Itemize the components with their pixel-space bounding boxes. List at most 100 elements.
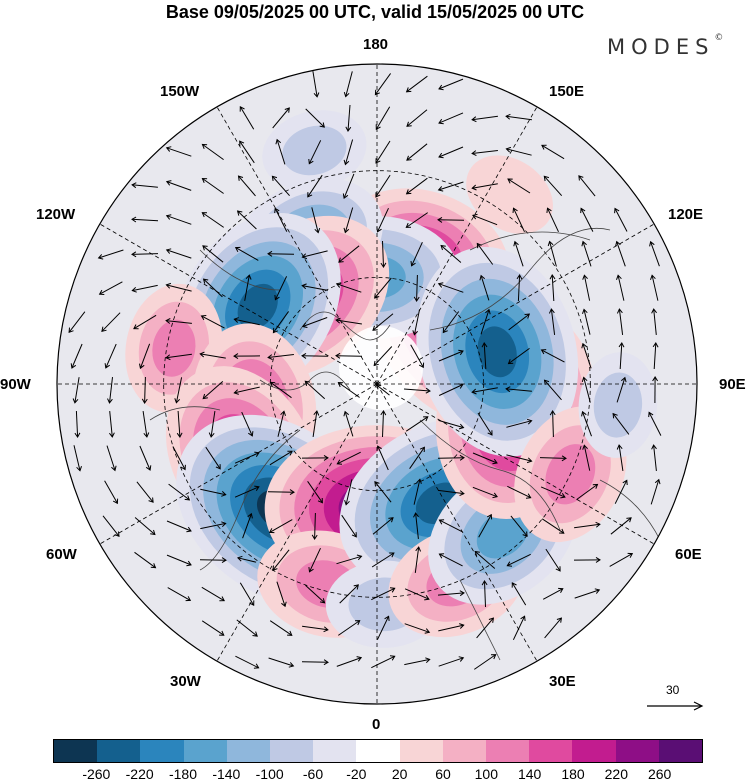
wind-arrow	[574, 589, 600, 599]
wind-arrow-head	[376, 227, 382, 233]
wind-arrow-head	[112, 498, 119, 505]
wind-arrow-head	[582, 274, 588, 280]
wind-arrow	[472, 452, 498, 464]
wind-arrow	[416, 274, 418, 302]
wind-arrow	[105, 343, 117, 369]
colorbar-tick-label: -60	[302, 766, 324, 782]
wind-arrow-head	[547, 240, 554, 247]
wind-arrow-head	[389, 587, 396, 593]
wind-arrow-head	[145, 465, 152, 471]
wind-arrow-head	[336, 459, 343, 465]
wind-arrow-head	[375, 158, 381, 164]
wind-arrow	[166, 353, 192, 359]
wind-arrow	[166, 215, 192, 225]
wind-arrow-head	[581, 342, 587, 349]
wind-arrow	[404, 658, 430, 666]
wind-arrow	[583, 445, 591, 471]
wind-arrow	[166, 520, 192, 532]
map-title: Base 09/05/2025 00 UTC, valid 15/05/2025…	[165, 2, 585, 22]
wind-arrow-head	[543, 175, 550, 182]
wind-arrow	[203, 278, 223, 298]
wind-arrow	[274, 208, 288, 232]
wind-arrow	[415, 513, 419, 539]
wind-arrow-head	[490, 654, 497, 660]
wind-arrow-head	[269, 381, 276, 387]
colorbar-labels: -260 -220 -180 -140 -100 -60 -20 20 60 100 140 180 2…	[53, 766, 703, 782]
wind-arrow	[472, 115, 498, 121]
wind-arrow	[166, 249, 192, 259]
wind-arrow-head	[202, 393, 208, 400]
wind-arrow	[336, 283, 362, 293]
wind-arrow	[648, 412, 662, 436]
wind-arrow	[201, 315, 225, 329]
wind-arrow	[202, 381, 224, 399]
wind-arrow	[74, 377, 80, 403]
wind-arrow	[272, 311, 290, 333]
wind-arrow-head	[233, 353, 239, 360]
wind-arrow-head	[415, 546, 422, 552]
wind-arrow	[336, 657, 362, 667]
wind-arrow	[438, 78, 464, 90]
wind-arrow	[438, 146, 464, 158]
wind-arrow	[314, 512, 316, 540]
lon-label-120w: 120W	[36, 206, 76, 223]
wind-arrow-head	[424, 595, 430, 601]
wind-arrow-head	[109, 432, 115, 438]
wind-arrow	[476, 243, 494, 265]
wind-arrow-head	[111, 465, 117, 472]
colorbar-swatch	[356, 740, 400, 762]
wind-arrow-head	[581, 410, 587, 417]
wind-arrow	[414, 547, 420, 573]
wind-arrow-head	[492, 458, 498, 465]
wind-arrow	[413, 309, 421, 335]
wind-arrow	[269, 450, 293, 466]
wind-arrow-head	[150, 563, 157, 569]
modes-logo-text: MODES	[607, 35, 715, 59]
wind-arrow-head	[485, 308, 491, 315]
wind-arrow-head	[351, 532, 357, 538]
polar-map	[56, 63, 698, 705]
wind-arrow	[438, 624, 464, 632]
wind-arrow-head	[412, 330, 419, 336]
wind-arrow	[175, 377, 183, 403]
wind-arrow-head	[101, 326, 107, 332]
wind-arrow	[234, 452, 260, 464]
wind-arrow	[309, 547, 321, 573]
wind-arrow-head	[459, 590, 465, 597]
wind-arrow	[438, 112, 464, 124]
wind-arrow	[576, 483, 598, 501]
wind-arrow-head	[507, 178, 513, 184]
wind-arrow-head	[615, 240, 621, 247]
wind-arrow-head	[582, 444, 588, 450]
wind-arrow	[506, 115, 532, 121]
wind-arrow-head	[582, 308, 588, 314]
wind-arrow	[109, 411, 113, 437]
wind-arrow	[541, 144, 565, 160]
wind-arrow-head	[72, 398, 79, 404]
wind-arrow-head	[405, 222, 412, 228]
wind-arrow-head	[481, 342, 488, 348]
wind-arrow	[268, 354, 294, 358]
wind-arrow	[614, 480, 628, 504]
colorbar-tick-label: 140	[517, 766, 542, 782]
wind-arrow	[312, 411, 318, 437]
wind-arrow	[205, 446, 221, 470]
wind-arrow	[172, 446, 186, 470]
wind-arrow-head	[199, 351, 205, 358]
wind-arrow-head	[526, 457, 533, 464]
wind-arrow-head	[437, 216, 443, 223]
wind-arrow-head	[616, 274, 622, 280]
wind-arrow-head	[185, 596, 192, 602]
wind-arrow	[200, 488, 226, 496]
wind-arrow	[274, 276, 288, 300]
wind-arrow	[574, 523, 600, 529]
wind-arrow-head	[335, 317, 341, 324]
wind-arrow-head	[651, 444, 657, 450]
wind-arrow	[506, 454, 532, 462]
wind-arrow	[302, 285, 328, 291]
wind-arrow-head	[314, 227, 321, 234]
wind-arrow-head	[511, 582, 517, 588]
wind-arrow	[338, 620, 360, 636]
wind-arrow	[99, 281, 123, 295]
wind-arrow	[507, 485, 531, 499]
